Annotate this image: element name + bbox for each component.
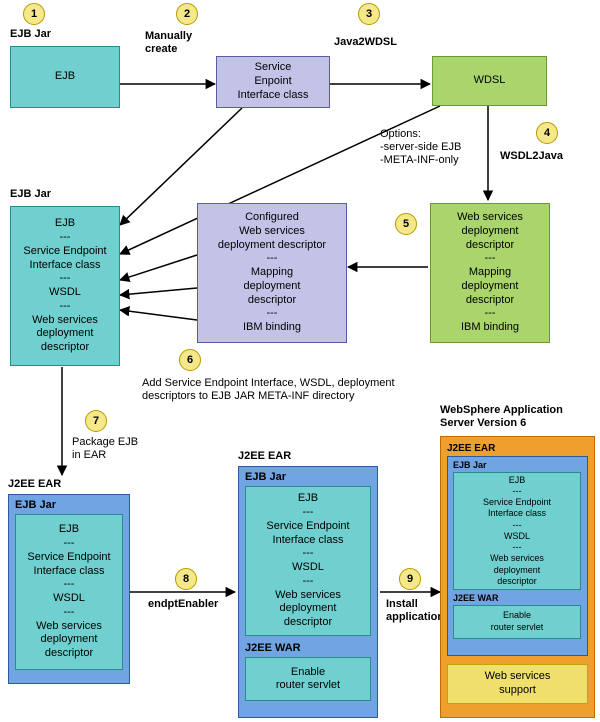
step-6: 6: [179, 349, 201, 371]
label-endpt: endptEnabler: [148, 598, 218, 611]
label-manual: Manually create: [145, 30, 192, 56]
title-was-war: J2EE WAR: [453, 593, 499, 604]
box-jar2-text: EJB --- Service Endpoint Interface class…: [23, 217, 106, 355]
title-ear2-jar: EJB Jar: [245, 471, 286, 484]
step-4: 4: [536, 122, 558, 144]
box-ear2-war-text: Enable router servlet: [276, 666, 340, 694]
step-7: 7: [85, 410, 107, 432]
step-9: 9: [399, 568, 421, 590]
box-conf-text: Configured Web services deployment descr…: [218, 211, 326, 335]
box-was-support-text: Web services support: [485, 670, 551, 698]
box-ejb-jar-2: EJB --- Service Endpoint Interface class…: [10, 206, 120, 366]
title-was-ear: J2EE EAR: [447, 443, 495, 455]
label-install: Install application: [386, 598, 444, 624]
box-ejb: EJB: [10, 46, 120, 108]
title-ear1-jar: EJB Jar: [15, 499, 56, 512]
box-ear1-jar-text: EJB --- Service Endpoint Interface class…: [27, 523, 110, 661]
label-options: Options: -server-side EJB -META-INF-only: [380, 128, 461, 168]
label-wsdl2java: WSDL2Java: [500, 150, 563, 163]
label-note6: Add Service Endpoint Interface, WSDL, de…: [142, 377, 395, 403]
box-sei-text: Service Enpoint Interface class: [238, 61, 309, 102]
step-2: 2: [176, 3, 198, 25]
box-was-jar-text: EJB --- Service Endpoint Interface class…: [483, 475, 551, 588]
step-5: 5: [395, 213, 417, 235]
title-ejb-jar-1: EJB Jar: [10, 28, 51, 41]
box-ear2-war: Enable router servlet: [245, 657, 371, 701]
title-ear-1: J2EE EAR: [8, 478, 61, 491]
box-ear2-jar: EJB --- Service Endpoint Interface class…: [245, 486, 371, 636]
step-8: 8: [175, 568, 197, 590]
box-wdsl-text: WDSL: [474, 74, 506, 88]
step-3: 3: [358, 3, 380, 25]
title-ear-2: J2EE EAR: [238, 450, 291, 463]
box-was-war-text: Enable router servlet: [491, 610, 544, 633]
box-was: J2EE EAR EJB Jar EJB --- Service Endpoin…: [440, 436, 595, 718]
title-was: WebSphere Application Server Version 6: [440, 404, 563, 430]
box-configured: Configured Web services deployment descr…: [197, 203, 347, 343]
box-was-ear: EJB Jar EJB --- Service Endpoint Interfa…: [447, 456, 588, 656]
box-ear2-jar-text: EJB --- Service Endpoint Interface class…: [266, 492, 349, 630]
box-ear-2: EJB Jar EJB --- Service Endpoint Interfa…: [238, 466, 378, 718]
box-ejb-text: EJB: [55, 70, 75, 84]
step-1: 1: [23, 3, 45, 25]
box-ear1-jar: EJB --- Service Endpoint Interface class…: [15, 514, 123, 670]
box-wsdd-text: Web services deployment descriptor --- M…: [457, 211, 523, 335]
box-wsdd: Web services deployment descriptor --- M…: [430, 203, 550, 343]
title-ejb-jar-2: EJB Jar: [10, 188, 51, 201]
box-ear-1: EJB Jar EJB --- Service Endpoint Interfa…: [8, 494, 130, 684]
box-was-jar: EJB --- Service Endpoint Interface class…: [453, 472, 581, 590]
box-was-war: Enable router servlet: [453, 605, 581, 639]
label-java2wdsl: Java2WDSL: [334, 36, 397, 49]
title-was-jar: EJB Jar: [453, 460, 487, 471]
title-ear2-war: J2EE WAR: [245, 642, 301, 655]
label-pkg: Package EJB in EAR: [72, 436, 138, 462]
box-wdsl: WDSL: [432, 56, 547, 106]
box-was-support: Web services support: [447, 664, 588, 704]
box-sei: Service Enpoint Interface class: [216, 56, 330, 108]
